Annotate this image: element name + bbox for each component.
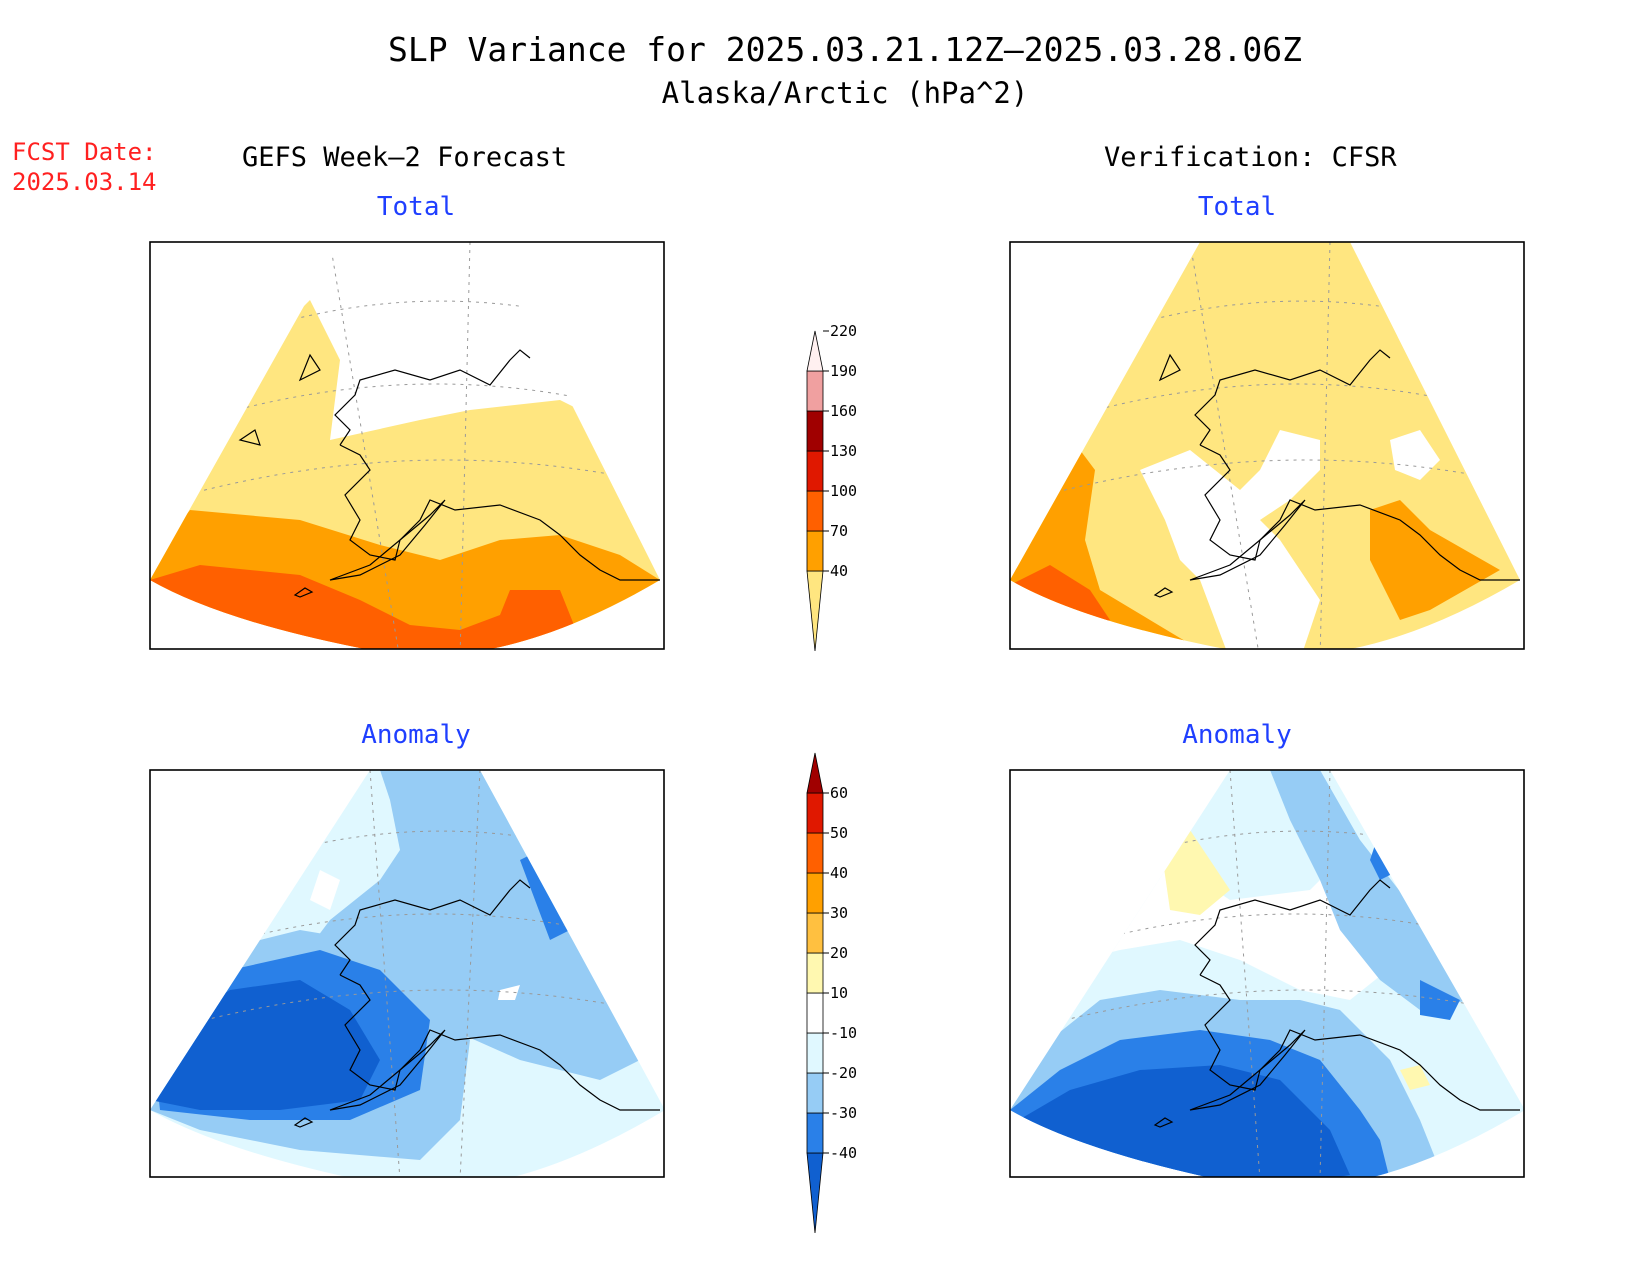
- colorbar-tick-label: 30: [830, 904, 848, 922]
- map-total-verification: [1010, 242, 1520, 649]
- colorbar-swatch: [806, 792, 824, 834]
- colorbar-tick-label: 100: [830, 482, 857, 500]
- colorbar-tick-label: -10: [830, 1024, 857, 1042]
- colorbar-tick-label: 40: [830, 562, 848, 580]
- colorbar-swatch: [806, 912, 824, 954]
- coastline: [238, 349, 660, 598]
- map-frame-total-verification: [1009, 241, 1525, 650]
- colorbar-swatch: [806, 872, 824, 914]
- colorbar-tick-label: -30: [830, 1104, 857, 1122]
- colorbar-tick-label: 20: [830, 944, 848, 962]
- panel-title-anomaly-verification: Anomaly: [1182, 720, 1292, 750]
- colorbar-tick-label: 10: [830, 984, 848, 1002]
- colorbar-swatch: [806, 570, 824, 652]
- forecast-column-header: GEFS Week–2 Forecast: [242, 142, 568, 173]
- colorbar-swatch: [806, 490, 824, 532]
- coastline: [1153, 349, 1520, 598]
- colorbar-tick-label: 130: [830, 442, 857, 460]
- verification-column-header: Verification: CFSR: [1104, 142, 1397, 173]
- map-anomaly-verification: [1010, 770, 1524, 1177]
- colorbar-swatch: [806, 370, 824, 412]
- colorbar-swatch: [806, 1032, 824, 1074]
- colorbar-swatch: [806, 952, 824, 994]
- map-frame-anomaly-verification: [1009, 769, 1525, 1178]
- colorbar-swatch: [806, 330, 824, 372]
- colorbar-tick-label: 160: [830, 402, 857, 420]
- chart-subtitle: Alaska/Arctic (hPa^2): [661, 76, 1029, 110]
- map-frame-anomaly-forecast: [149, 769, 665, 1178]
- colorbar-tick-label: 50: [830, 824, 848, 842]
- colorbar-swatch: [806, 1152, 824, 1234]
- colorbar-tick-label: -40: [830, 1144, 857, 1162]
- map-frame-total-forecast: [149, 241, 665, 650]
- colorbar-swatch: [806, 832, 824, 874]
- colorbar-tick-label: 70: [830, 522, 848, 540]
- chart-title: SLP Variance for 2025.03.21.12Z–2025.03.…: [388, 30, 1302, 69]
- colorbar-swatch: [806, 1112, 824, 1154]
- panel-title-anomaly-forecast: Anomaly: [361, 720, 471, 750]
- coastline: [293, 879, 660, 1128]
- coastline: [1153, 879, 1520, 1128]
- panel-title-total-verification: Total: [1197, 192, 1277, 222]
- colorbar-swatch: [806, 1072, 824, 1114]
- map-anomaly-forecast: [150, 770, 664, 1177]
- panel-title-total-forecast: Total: [376, 192, 456, 222]
- colorbar-swatch: [806, 410, 824, 452]
- colorbar-swatch: [806, 450, 824, 492]
- colorbar-swatch: [806, 752, 824, 794]
- map-total-forecast: [150, 242, 660, 649]
- colorbar-tick-label: -20: [830, 1064, 857, 1082]
- anomaly-colorbar: -40 -30 -20 -10 10 20 30 40 50 60: [806, 752, 857, 1234]
- total-colorbar: 40 70 100 130 160 190 220: [806, 322, 857, 652]
- colorbar-tick-label: 190: [830, 362, 857, 380]
- colorbar-swatch: [806, 992, 824, 1034]
- colorbar-tick-label: 220: [830, 322, 857, 340]
- fcst-date-label: FCST Date:: [12, 138, 157, 166]
- colorbar-swatch: [806, 530, 824, 572]
- fcst-date-value: 2025.03.14: [12, 168, 157, 196]
- colorbar-tick-label: 40: [830, 864, 848, 882]
- colorbar-tick-label: 60: [830, 784, 848, 802]
